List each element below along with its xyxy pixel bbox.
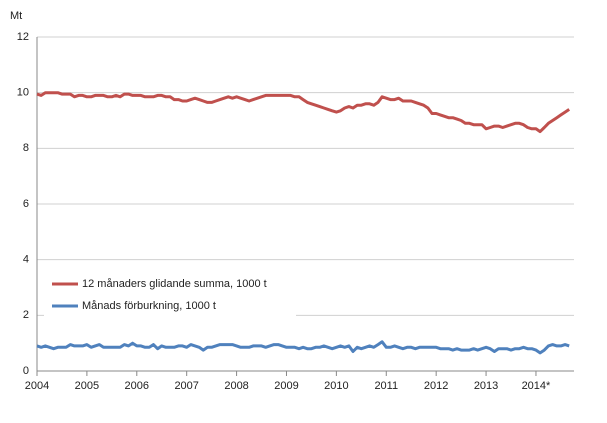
y-tick-label: 12 xyxy=(17,31,29,43)
legend-label: 12 månaders glidande summa, 1000 t xyxy=(82,278,267,290)
y-tick-label: 8 xyxy=(23,142,29,154)
y-tick-label: 6 xyxy=(23,198,29,210)
legend-label: Månads förburkning, 1000 t xyxy=(82,300,216,312)
x-tick-label: 2013 xyxy=(474,380,498,392)
x-tick-label: 2010 xyxy=(324,380,348,392)
x-tick-label: 2005 xyxy=(75,380,99,392)
x-tick-label: 2009 xyxy=(274,380,298,392)
x-tick-label: 2004 xyxy=(25,380,49,392)
x-tick-label: 2007 xyxy=(174,380,198,392)
x-tick-label: 2012 xyxy=(424,380,448,392)
x-tick-label: 2008 xyxy=(224,380,248,392)
y-tick-label: 2 xyxy=(23,309,29,321)
y-tick-label: 4 xyxy=(23,254,29,266)
line xyxy=(36,340,570,355)
x-tick-label: 2014* xyxy=(522,380,551,392)
y-axis-label: Mt xyxy=(10,10,22,22)
line xyxy=(36,91,571,134)
y-tick-label: 10 xyxy=(17,87,29,99)
x-tick-label: 2006 xyxy=(125,380,149,392)
x-tick-label: 2011 xyxy=(374,380,398,392)
legend-box xyxy=(44,268,296,320)
y-tick-label: 0 xyxy=(23,365,29,377)
